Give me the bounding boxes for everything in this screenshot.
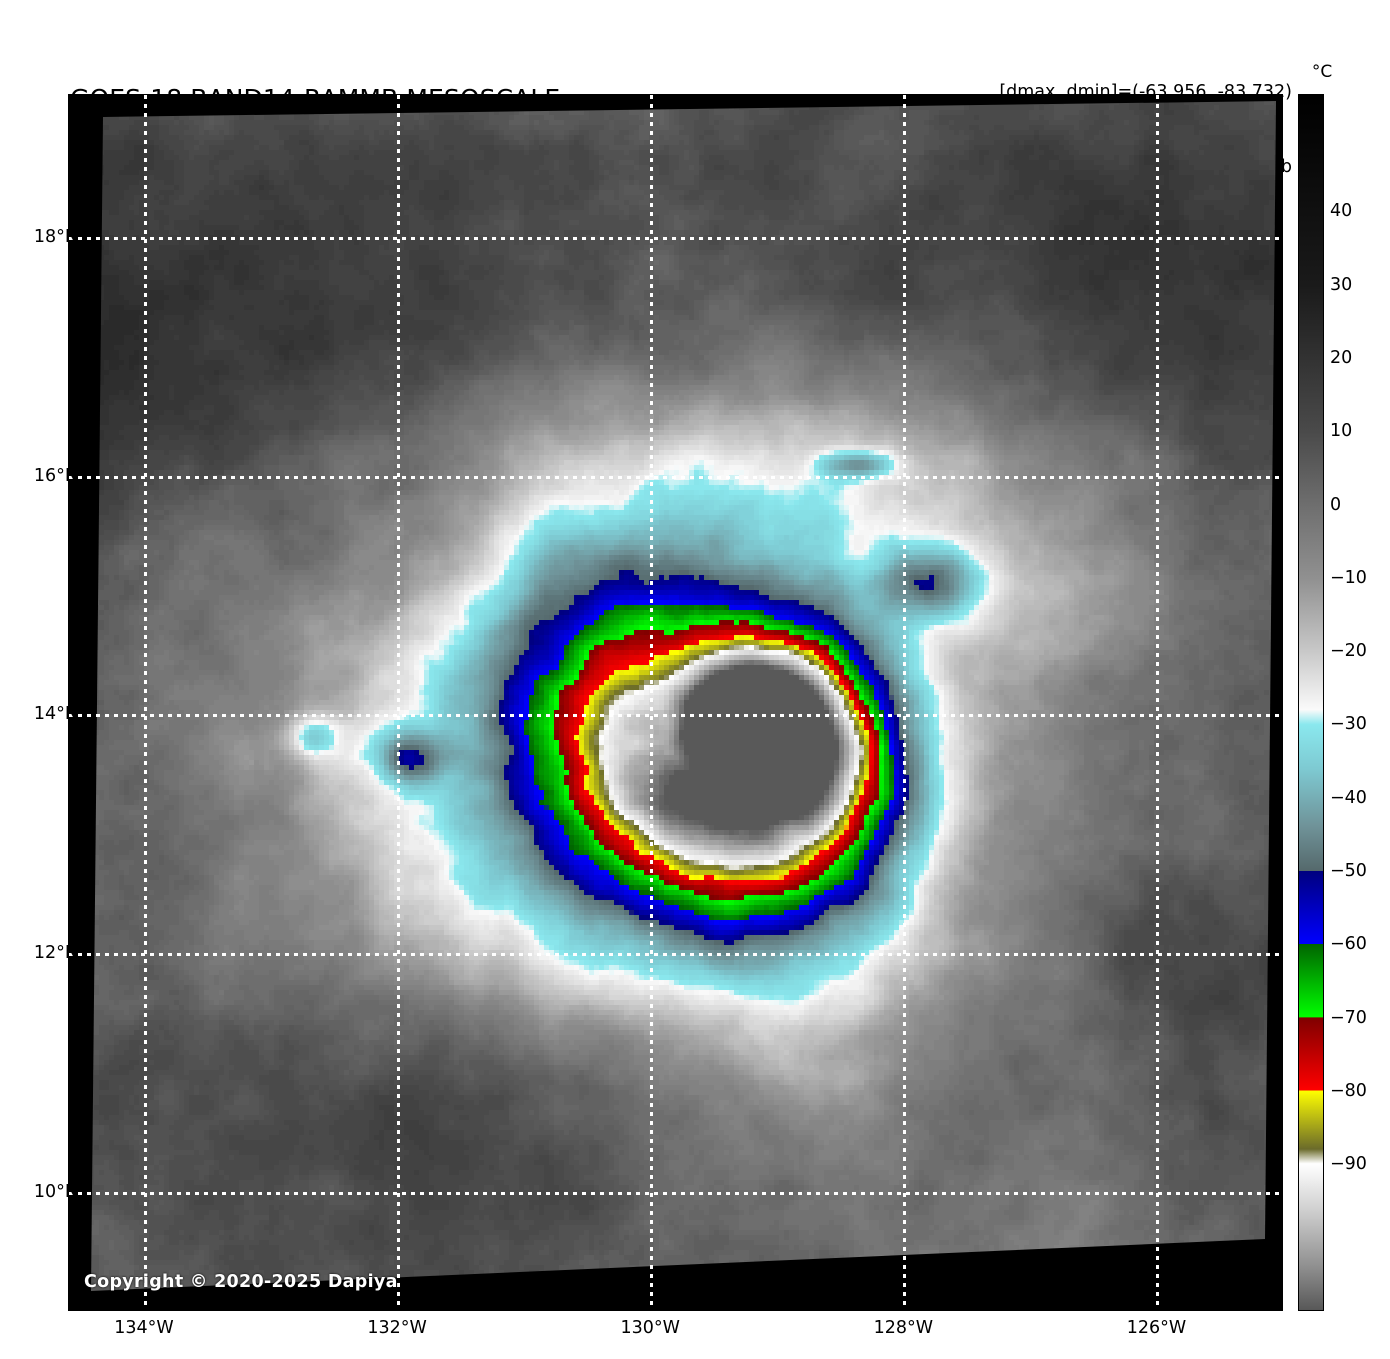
colorbar-tick: −60 (1330, 934, 1367, 955)
lon-tick-label: 134°W (114, 1318, 174, 1338)
colorbar-tick: 10 (1330, 421, 1353, 442)
colorbar-tick: 30 (1330, 274, 1353, 295)
colorbar-tick: −40 (1330, 787, 1367, 808)
lon-tick-label: 132°W (367, 1318, 427, 1338)
lat-tick-label: 10°N (33, 1181, 78, 1202)
colorbar-tick: −20 (1330, 641, 1367, 662)
lon-tick-label: 126°W (1126, 1318, 1187, 1338)
lon-tick-label: 130°W (620, 1318, 680, 1338)
lat-tick-label: 12°N (33, 943, 78, 964)
copyright-label: Copyright © 2020-2025 Dapiya (84, 1272, 398, 1292)
colorbar-tick: 0 (1330, 494, 1342, 515)
lat-tick-label: 16°N (33, 465, 78, 486)
colorbar-tick: −70 (1330, 1007, 1367, 1028)
colorbar-tick: −90 (1330, 1154, 1367, 1175)
colorbar-tick: −80 (1330, 1081, 1367, 1102)
colorbar-gradient (1299, 95, 1323, 1310)
ir-satellite-raster (69, 95, 1282, 1310)
lon-tick-label: 128°W (873, 1318, 934, 1338)
colorbar-tick: −50 (1330, 861, 1367, 882)
map-plot-area[interactable]: Copyright © 2020-2025 Dapiya (68, 94, 1283, 1311)
colorbar-tick-labels: 40 30 20 10 0 −10 −20 −30 −40 −50 −60 −70 −80 −90 (1330, 94, 1390, 1311)
colorbar-unit-label: °C (1311, 62, 1333, 82)
colorbar-tick: 40 (1330, 201, 1353, 222)
temperature-colorbar[interactable] (1298, 94, 1324, 1311)
colorbar-tick: 20 (1330, 347, 1353, 368)
satellite-imagery (69, 95, 1282, 1310)
lat-tick-label: 18°N (33, 227, 78, 248)
colorbar-tick: −10 (1330, 567, 1367, 588)
colorbar-tick: −30 (1330, 714, 1367, 735)
lat-tick-label: 14°N (33, 704, 78, 725)
